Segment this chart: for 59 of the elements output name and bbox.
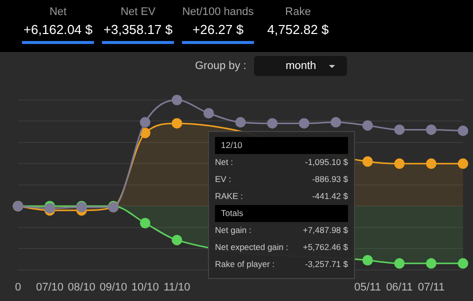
point xyxy=(44,203,56,214)
text: Group by : xyxy=(195,60,246,72)
x-tick-label: 05/11 xyxy=(354,281,381,294)
annotation: RAKE : xyxy=(215,190,243,203)
text: +3,358.17 $ xyxy=(102,22,174,44)
point xyxy=(394,158,405,169)
text: 4,752.82 $ xyxy=(266,22,330,39)
point xyxy=(426,124,436,135)
x-tick-label: 0 xyxy=(14,281,22,294)
heading-strip: 12/10 xyxy=(215,137,348,154)
annotation: Rake of player : xyxy=(215,258,275,271)
annotation: +5,762.46 $ xyxy=(302,241,348,254)
annotation: Net gain : xyxy=(215,224,252,237)
x-tick-label: 06/11 xyxy=(386,281,413,294)
point xyxy=(458,126,468,136)
point xyxy=(362,156,373,167)
annotation: -441.42 $ xyxy=(312,190,348,203)
x-tick-label: 07/11 xyxy=(418,281,445,294)
text: +6,162.04 $ xyxy=(22,22,94,44)
point xyxy=(172,118,182,129)
point xyxy=(330,117,342,128)
text: +26.27 $ xyxy=(182,22,254,44)
text: Net EV xyxy=(120,6,156,20)
point xyxy=(172,94,182,106)
annotation: -3,257.71 $ xyxy=(304,258,348,271)
annotation: Net expected gain : xyxy=(215,241,288,254)
x-tick-label: 07/10 xyxy=(36,281,64,294)
annotation: -886.93 $ xyxy=(312,173,348,186)
x-tick-label: 11/10 xyxy=(164,281,190,294)
x-tick-label: 10/10 xyxy=(131,281,159,294)
annotation: -1,095.10 $ xyxy=(304,156,348,169)
point xyxy=(203,108,214,119)
annotation: Net : xyxy=(215,156,233,169)
text: Rake xyxy=(284,6,312,20)
point xyxy=(458,258,468,269)
text: Net xyxy=(48,6,68,20)
point xyxy=(140,218,150,228)
annotation: 12/10 xyxy=(221,139,242,152)
point xyxy=(426,158,436,169)
point xyxy=(426,258,436,269)
point xyxy=(394,258,405,269)
text: Net/100 hands xyxy=(182,6,254,20)
point xyxy=(458,158,468,169)
point xyxy=(140,128,150,138)
x-tick-label: 08/10 xyxy=(68,281,96,294)
point xyxy=(235,117,246,128)
x-tick-label: 09/10 xyxy=(100,281,128,294)
point xyxy=(267,118,278,129)
annotation: Totals xyxy=(221,207,244,220)
point xyxy=(172,234,182,246)
annotation: +7,487.98 $ xyxy=(302,224,348,237)
point xyxy=(362,255,373,266)
heading-strip: Totals xyxy=(215,205,348,222)
annotation: EV : xyxy=(215,173,232,186)
point xyxy=(140,117,150,128)
text: month xyxy=(286,60,316,72)
point xyxy=(394,124,405,135)
point xyxy=(362,120,373,131)
point xyxy=(298,118,310,129)
